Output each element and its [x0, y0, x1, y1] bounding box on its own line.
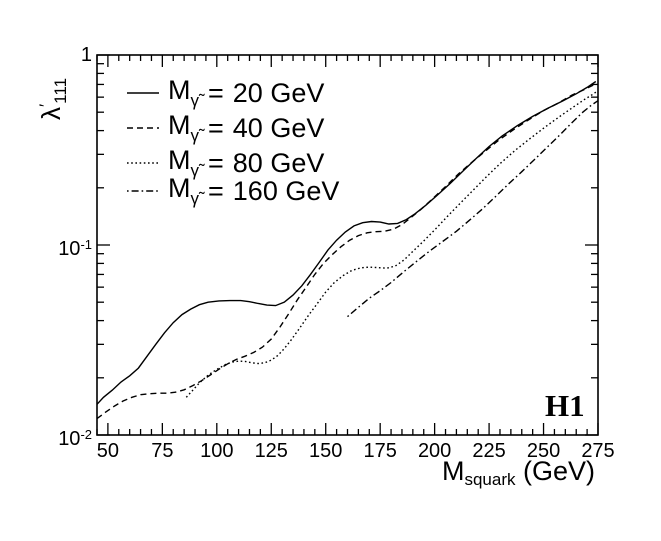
legend-value: 20 GeV — [232, 77, 325, 108]
x-axis-subscript: squark — [464, 470, 516, 489]
y-axis-prime: ′ — [36, 103, 55, 107]
legend-item-40gev: Mγ̃ = 40 GeV — [126, 110, 324, 146]
y-tick-label: 10-2 — [58, 427, 92, 450]
legend-line-sample-dashdot — [127, 190, 159, 192]
legend-equals: = — [208, 175, 224, 206]
x-tick-label: 275 — [581, 440, 615, 462]
x-tick-label: 75 — [151, 440, 174, 462]
x-axis-symbol: M — [441, 456, 465, 486]
legend-equals: = — [208, 112, 224, 143]
x-tick-label: 225 — [472, 440, 506, 462]
x-tick-label: 125 — [254, 440, 288, 462]
experiment-label: H1 — [545, 388, 585, 423]
x-tick-label: 200 — [417, 440, 452, 462]
legend-symbol: Mγ̃ — [168, 145, 199, 180]
x-tick-label: 100 — [200, 440, 234, 462]
legend-line-sample-dashed — [127, 127, 159, 129]
curve-mgamma-40-gev — [96, 83, 597, 420]
legend-equals: = — [208, 147, 224, 178]
y-axis-lambda: λ — [36, 107, 66, 120]
curve-mgamma-80-gev — [185, 89, 599, 398]
legend-item-80gev: Mγ̃ = 80 GeV — [126, 145, 324, 181]
y-axis-subscript: 111 — [51, 77, 70, 104]
legend-symbol: Mγ̃ — [168, 75, 199, 110]
legend-item-20gev: Mγ̃ = 20 GeV — [126, 75, 324, 111]
legend-symbol: Mγ̃ — [168, 110, 199, 145]
legend-value: 160 GeV — [232, 175, 340, 206]
curve-mgamma-160-gev — [347, 100, 599, 318]
x-axis-title: Msquark (GeV) — [0, 456, 595, 490]
x-tick-label: 175 — [363, 440, 397, 462]
legend-symbol: Mγ̃ — [168, 173, 199, 208]
x-tick-label: 150 — [309, 440, 343, 462]
x-tick-label: 50 — [96, 440, 120, 462]
y-axis-title: λ′111 — [36, 78, 71, 120]
legend-line-sample-solid — [127, 92, 159, 94]
legend-value: 80 GeV — [232, 147, 325, 178]
legend-equals: = — [208, 77, 224, 108]
x-tick-label: 250 — [526, 440, 561, 462]
x-axis-unit: (GeV) — [515, 456, 595, 486]
y-tick-label: 1 — [80, 44, 92, 66]
legend-value: 40 GeV — [232, 112, 325, 143]
legend-item-160gev: Mγ̃ = 160 GeV — [126, 173, 339, 209]
legend-line-sample-dotted — [127, 162, 159, 164]
curve-mgamma-20-gev — [96, 80, 597, 405]
y-tick-label: 10-1 — [58, 237, 92, 260]
